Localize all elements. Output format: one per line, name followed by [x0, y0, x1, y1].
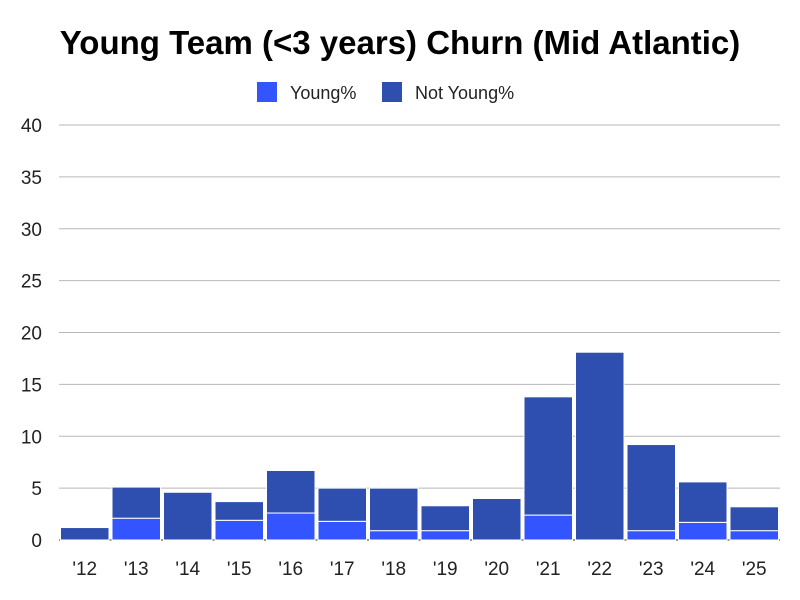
x-tick-label: '19 — [433, 559, 458, 580]
bar-young-segment — [214, 519, 264, 541]
x-tick-label: '17 — [330, 559, 355, 580]
legend-label-young: Young% — [290, 83, 356, 103]
bar-not-young-segment — [266, 469, 316, 514]
bar-not-young-segment — [472, 498, 522, 541]
x-tick-label: '15 — [227, 559, 252, 580]
chart-title: Young Team (<3 years) Churn (Mid Atlanti… — [60, 24, 741, 61]
x-tick-label: '14 — [175, 559, 200, 580]
bar-not-young-segment — [369, 487, 419, 532]
bar-not-young-segment — [575, 351, 625, 541]
x-tick-label: '18 — [381, 559, 406, 580]
y-tick-label: 0 — [31, 531, 42, 552]
bar-young-segment — [678, 521, 728, 541]
x-tick-label: '24 — [690, 559, 715, 580]
legend-swatch-young — [257, 82, 277, 102]
legend-swatch-not-young — [382, 82, 402, 102]
x-tick-label: '23 — [639, 559, 664, 580]
grid-lines — [59, 124, 780, 541]
x-tick-label: '22 — [587, 559, 612, 580]
bar-not-young-segment — [214, 501, 264, 521]
x-tick-label: '21 — [536, 559, 561, 580]
y-tick-label: 40 — [21, 116, 42, 137]
bar-young-segment — [111, 517, 161, 541]
y-tick-label: 35 — [21, 168, 42, 189]
y-tick-label: 10 — [21, 427, 42, 448]
x-tick-label: '20 — [484, 559, 509, 580]
bars — [60, 351, 779, 541]
bar-not-young-segment — [163, 491, 213, 541]
bar-young-segment — [626, 530, 676, 541]
x-tick-label: '16 — [278, 559, 303, 580]
y-tick-label: 20 — [21, 324, 42, 345]
y-tick-label: 15 — [21, 375, 42, 396]
bar-not-young-segment — [678, 481, 728, 523]
x-tick-label: '12 — [72, 559, 97, 580]
y-tick-label: 5 — [31, 479, 42, 500]
bar-young-segment — [729, 530, 779, 541]
y-axis-ticks: 0 5 10 15 20 25 30 35 40 — [21, 116, 42, 552]
bar-young-segment — [317, 520, 367, 541]
legend: Young% Not Young% — [257, 82, 514, 103]
bar-young-segment — [523, 514, 573, 541]
bar-young-segment — [266, 512, 316, 541]
x-tick-label: '13 — [124, 559, 149, 580]
y-tick-label: 30 — [21, 220, 42, 241]
bar-young-segment — [420, 530, 470, 541]
legend-label-not-young: Not Young% — [415, 83, 514, 103]
x-tick-label: '25 — [742, 559, 767, 580]
bar-young-segment — [369, 530, 419, 541]
bar-not-young-segment — [420, 505, 470, 532]
bar-not-young-segment — [317, 487, 367, 522]
x-axis-ticks: '12 '13 '14 '15 '16 '17 '18 '19 '20 '21 '22 '23 '24 '… — [72, 559, 766, 580]
bar-not-young-segment — [729, 506, 779, 532]
bar-not-young-segment — [523, 396, 573, 516]
bar-not-young-segment — [111, 486, 161, 519]
bar-not-young-segment — [60, 527, 110, 541]
y-tick-label: 25 — [21, 272, 42, 293]
bar-not-young-segment — [626, 444, 676, 532]
